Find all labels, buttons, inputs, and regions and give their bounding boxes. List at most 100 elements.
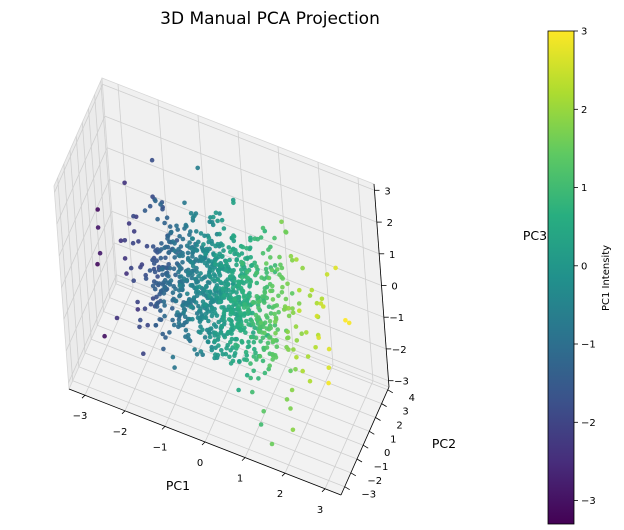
data-point [185, 250, 191, 256]
data-point [277, 254, 282, 260]
data-point [189, 246, 195, 252]
data-point [198, 231, 204, 236]
data-point [215, 277, 221, 283]
data-point [245, 309, 251, 314]
data-point [161, 299, 167, 305]
data-point [261, 324, 266, 330]
data-point [180, 260, 185, 265]
data-point [194, 242, 199, 248]
data-point [290, 427, 296, 433]
data-point [168, 278, 174, 283]
data-point [240, 288, 246, 294]
data-point [166, 250, 172, 255]
data-point [202, 260, 208, 266]
data-point [157, 317, 162, 322]
data-point [167, 239, 172, 245]
data-point [229, 304, 235, 310]
y-tick-label: −3 [361, 490, 376, 501]
data-point [221, 315, 226, 321]
data-point [183, 328, 189, 333]
data-point [272, 311, 277, 317]
data-point [270, 338, 276, 343]
data-point [305, 354, 311, 359]
data-point [224, 345, 229, 351]
data-point [229, 309, 234, 314]
data-point [284, 397, 290, 402]
data-point [159, 241, 164, 246]
data-point [190, 254, 195, 259]
colorbar-tick-label: 2 [581, 105, 587, 116]
grid-line [56, 115, 106, 225]
data-point [194, 229, 199, 234]
data-point [180, 303, 185, 308]
data-point [194, 352, 200, 357]
data-point [276, 293, 281, 299]
grid-line [58, 147, 108, 256]
data-point [253, 312, 259, 318]
data-point [304, 330, 309, 335]
data-point [290, 258, 295, 263]
data-point [299, 331, 305, 337]
data-point [264, 345, 270, 350]
data-point [288, 253, 294, 259]
data-point [203, 251, 208, 257]
data-point [220, 352, 226, 357]
data-point [264, 261, 269, 266]
data-point [260, 358, 266, 364]
data-point [257, 324, 263, 330]
data-point [251, 339, 257, 345]
data-point [185, 291, 190, 297]
data-point [252, 260, 257, 266]
data-point [237, 359, 242, 365]
data-point [166, 274, 171, 279]
data-point [228, 249, 233, 255]
data-point [256, 299, 261, 305]
data-point [286, 347, 291, 352]
data-point [247, 245, 253, 251]
data-point [217, 299, 223, 305]
data-point [149, 157, 155, 163]
colorbar-label: PC1 Intensity [601, 245, 612, 311]
data-point [285, 329, 291, 335]
data-point [199, 276, 204, 282]
grid-line [124, 302, 174, 411]
data-point [244, 357, 250, 363]
data-point [144, 243, 150, 249]
data-point [161, 291, 167, 296]
x-tick-label: 2 [277, 489, 283, 500]
data-point [262, 300, 267, 305]
data-point [185, 270, 191, 276]
data-point [272, 263, 278, 268]
data-point [216, 334, 221, 340]
data-point [190, 316, 195, 322]
data-point [202, 315, 207, 320]
data-point [161, 346, 166, 352]
data-point [228, 339, 233, 345]
data-point [294, 338, 300, 343]
data-point [234, 300, 239, 306]
data-point [138, 265, 143, 270]
grid-line [72, 380, 345, 488]
data-point [182, 314, 188, 320]
data-point [240, 244, 246, 250]
data-point [275, 327, 281, 332]
data-point [150, 244, 156, 249]
data-point [244, 269, 250, 275]
data-point [177, 264, 182, 269]
grid-line [61, 179, 110, 288]
data-point [211, 322, 217, 327]
x-tick-mark [81, 394, 86, 399]
data-point [138, 317, 143, 323]
data-point [150, 283, 156, 289]
data-point [177, 234, 182, 239]
data-point [236, 387, 241, 393]
data-point [239, 322, 244, 328]
data-point [118, 238, 124, 243]
data-point [131, 213, 136, 219]
grid-line [78, 366, 351, 474]
data-point [210, 277, 215, 282]
data-point [219, 217, 225, 223]
y-tick-mark [350, 472, 357, 477]
data-point [213, 243, 218, 249]
